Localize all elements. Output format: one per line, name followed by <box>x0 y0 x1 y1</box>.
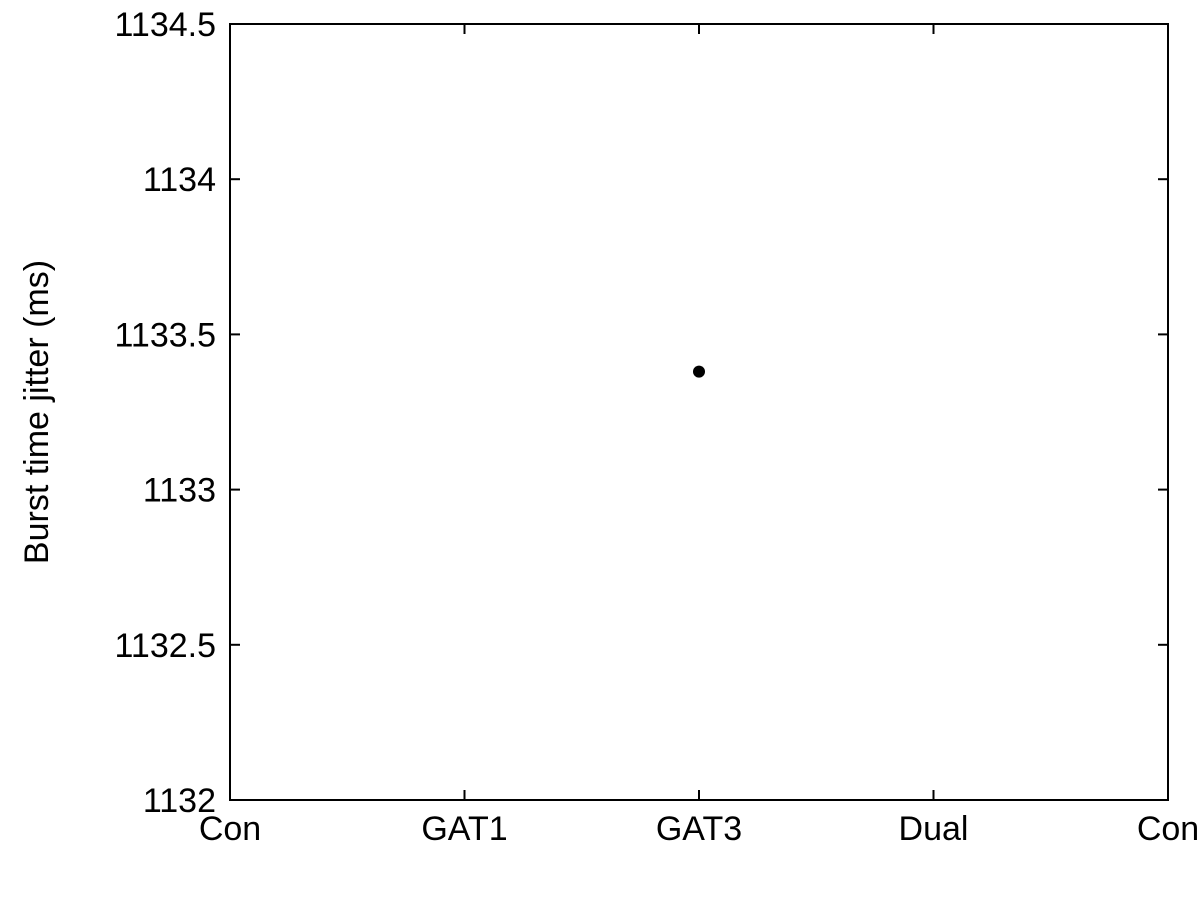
scatter-chart: ConGAT1GAT3DualCon11321132.511331133.511… <box>0 0 1200 900</box>
x-tick-label: Con <box>1137 810 1199 848</box>
x-tick-label: GAT1 <box>421 810 507 848</box>
data-point <box>693 366 705 378</box>
x-tick-label: GAT3 <box>656 810 742 848</box>
y-tick-label: 1133 <box>143 472 216 510</box>
y-axis-label: Burst time jitter (ms) <box>18 260 56 564</box>
y-tick-label: 1133.5 <box>115 316 216 354</box>
y-tick-label: 1134 <box>143 161 216 199</box>
x-tick-label: Dual <box>899 810 969 848</box>
y-tick-label: 1132.5 <box>115 627 216 665</box>
chart-container: ConGAT1GAT3DualCon11321132.511331133.511… <box>0 0 1200 900</box>
y-tick-label: 1134.5 <box>115 6 216 44</box>
plot-border <box>230 24 1168 800</box>
y-tick-label: 1132 <box>143 782 216 820</box>
